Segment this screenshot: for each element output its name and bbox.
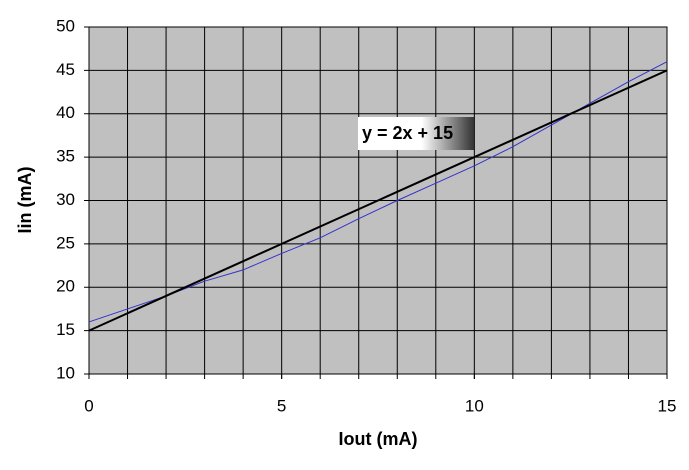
series-line (88, 69, 668, 332)
x-tick-label: 15 (658, 396, 677, 415)
x-tick-label: 10 (465, 396, 484, 415)
y-tick-label: 15 (56, 320, 75, 339)
y-tick-label: 30 (56, 190, 75, 209)
y-tick-label: 25 (56, 233, 75, 252)
y-tick-label: 20 (56, 277, 75, 296)
annotation: y = 2x + 15 (362, 123, 453, 143)
annotation-box (358, 117, 474, 150)
y-tick-label: 10 (56, 363, 75, 382)
y-tick-label: 40 (56, 103, 75, 122)
x-axis-title: Iout (mA) (339, 429, 418, 449)
y-tick-label: 50 (56, 16, 75, 35)
x-tick-label: 5 (277, 396, 286, 415)
y-tick-label: 45 (56, 60, 75, 79)
y-tick-label: 35 (56, 147, 75, 166)
x-tick-label: 0 (84, 396, 93, 415)
y-axis-title: Iin (mA) (15, 167, 35, 234)
